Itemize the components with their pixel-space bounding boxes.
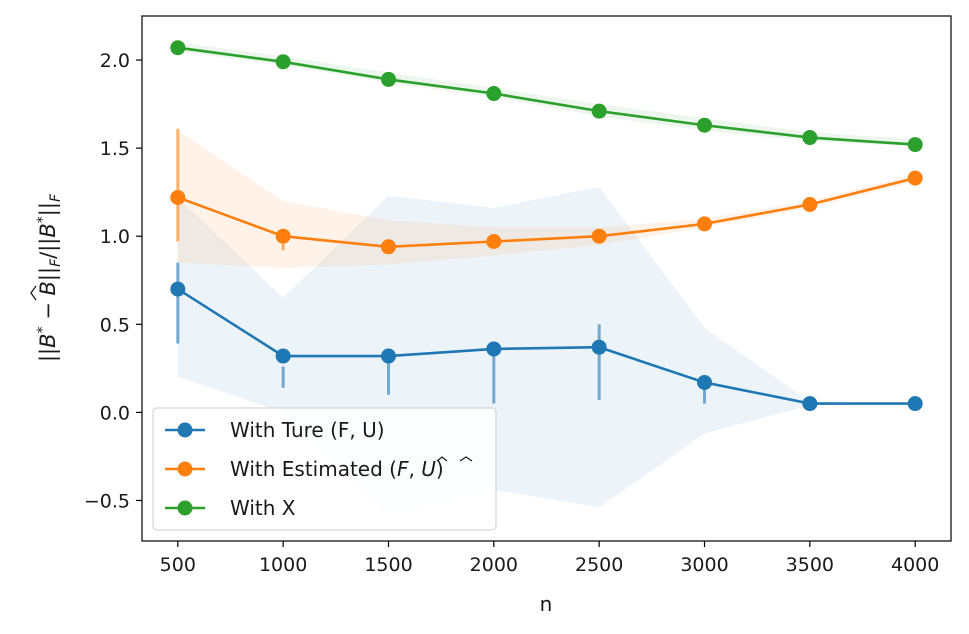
data-point bbox=[170, 40, 186, 56]
y-tick-label: −0.5 bbox=[84, 490, 130, 512]
data-point bbox=[486, 86, 502, 102]
legend-label-true: With Ture (F, U) bbox=[230, 418, 385, 442]
data-point bbox=[380, 71, 396, 87]
legend: With Ture (F, U) With Estimated (F, U) W… bbox=[152, 407, 497, 531]
y-tick-label: 1.5 bbox=[100, 138, 130, 160]
data-point bbox=[802, 130, 818, 146]
svg-text:||B* − B||F/||B*||F: ||B* − B||F/||B*||F bbox=[35, 193, 64, 362]
data-point bbox=[486, 234, 502, 250]
series-markers bbox=[170, 40, 923, 412]
x-axis-ticks: 500 1000 1500 2000 2500 3000 3500 4000 bbox=[160, 541, 939, 576]
data-point bbox=[170, 189, 186, 205]
y-axis-label: ||B* − B||F/||B*||F bbox=[30, 193, 64, 362]
x-tick-label: 1000 bbox=[259, 554, 307, 576]
y-tick-label: 2.0 bbox=[100, 50, 130, 72]
data-point bbox=[380, 239, 396, 255]
x-tick-label: 500 bbox=[160, 554, 196, 576]
band-series-1 bbox=[177, 130, 916, 268]
data-point bbox=[486, 341, 502, 357]
y-axis-ticks: −0.5 0.0 0.5 1.0 1.5 2.0 bbox=[84, 50, 142, 512]
x-tick-label: 1500 bbox=[364, 554, 412, 576]
data-point bbox=[907, 170, 923, 186]
legend-item-true: With Ture (F, U) bbox=[165, 418, 385, 442]
series-lines bbox=[177, 46, 916, 405]
data-point bbox=[907, 396, 923, 412]
x-tick-label: 3000 bbox=[680, 554, 728, 576]
y-tick-label: 1.0 bbox=[100, 226, 130, 248]
data-point bbox=[802, 396, 818, 412]
y-tick-label: 0.0 bbox=[100, 402, 130, 424]
data-point bbox=[591, 228, 607, 244]
series-line-2 bbox=[177, 46, 916, 146]
band-series-2 bbox=[177, 42, 916, 147]
x-tick-label: 2000 bbox=[470, 554, 518, 576]
data-point bbox=[591, 339, 607, 355]
data-point bbox=[275, 54, 291, 70]
data-point bbox=[380, 348, 396, 364]
data-point bbox=[802, 197, 818, 213]
data-point bbox=[275, 348, 291, 364]
x-axis-label: n bbox=[540, 592, 553, 616]
legend-item-x: With X bbox=[165, 496, 296, 520]
data-point bbox=[275, 228, 291, 244]
y-tick-label: 0.5 bbox=[100, 314, 130, 336]
legend-item-estimated: With Estimated (F, U) bbox=[165, 456, 473, 481]
x-tick-label: 3500 bbox=[786, 554, 834, 576]
data-point bbox=[170, 281, 186, 297]
data-point bbox=[591, 103, 607, 119]
x-tick-label: 4000 bbox=[891, 554, 939, 576]
legend-box bbox=[152, 407, 497, 531]
series-line-1 bbox=[177, 176, 916, 249]
series-line-0 bbox=[177, 287, 916, 405]
legend-label-estimated: With Estimated (F, U) bbox=[230, 457, 444, 481]
data-point bbox=[907, 137, 923, 153]
legend-label-x: With X bbox=[230, 496, 296, 520]
plot-frame bbox=[141, 15, 952, 542]
data-point bbox=[697, 117, 713, 133]
x-tick-label: 2500 bbox=[575, 554, 623, 576]
data-point bbox=[697, 374, 713, 390]
data-point bbox=[697, 216, 713, 232]
